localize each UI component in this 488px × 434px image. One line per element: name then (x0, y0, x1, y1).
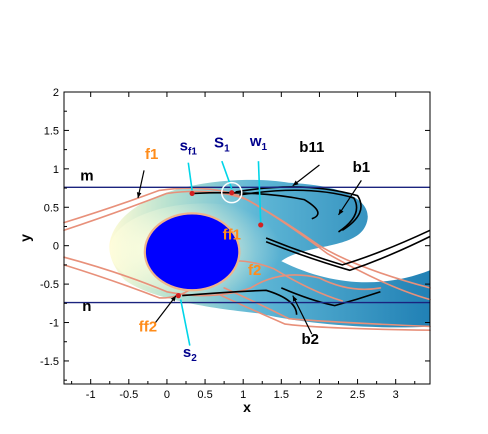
point-sf1 (189, 190, 195, 197)
x-axis-label: x (243, 399, 251, 415)
arrow-head (338, 209, 344, 215)
leader-line (221, 160, 233, 190)
y-tick-label: 1 (53, 164, 59, 176)
x-tick-label: 2.5 (350, 389, 365, 401)
label-sf1: sf1 (180, 137, 198, 157)
label-subscript: 1 (261, 142, 267, 153)
x-tick-label: -1 (86, 389, 96, 401)
annotation-arrow (337, 180, 362, 216)
label-main: n (82, 298, 91, 315)
label-main: b2 (302, 331, 320, 348)
y-tick-label: -0.5 (40, 279, 59, 291)
label-main: S (214, 134, 224, 151)
label-f1: f1 (145, 146, 158, 163)
saddle-circle (221, 181, 243, 204)
vortex-line (265, 229, 431, 266)
y-tick-label: 2 (53, 87, 59, 99)
x-tick-label: 1 (240, 389, 246, 401)
point-s1 (229, 190, 235, 196)
shear-streak (63, 187, 431, 301)
label-b1: b1 (353, 159, 371, 176)
vortex-line (265, 235, 431, 272)
leader-line (187, 162, 193, 191)
annotation-arrow (155, 295, 177, 323)
annotation-arrow (292, 164, 320, 187)
label-main: w (249, 133, 262, 150)
arrow-head (292, 180, 299, 186)
plot-frame (63, 91, 431, 385)
vortex-line (280, 287, 381, 307)
label-main: b1 (353, 159, 371, 176)
label-main: b11 (299, 139, 324, 156)
label-main: s (180, 137, 188, 154)
x-tick-label: -0.5 (119, 389, 138, 401)
x-tick-label: 0 (164, 389, 170, 401)
shear-streak (223, 287, 431, 328)
y-tick-label: -1 (49, 318, 59, 330)
cylinder-body (143, 212, 241, 292)
x-tick-label: 3 (393, 389, 399, 401)
leader-line (179, 299, 191, 346)
vortex-line (239, 189, 358, 233)
vortex-line (193, 191, 319, 220)
shear-streak (63, 256, 382, 297)
point-s2 (175, 293, 181, 299)
label-s1: S1 (214, 134, 230, 154)
arrow-head (136, 192, 142, 199)
label-m: m (80, 167, 93, 184)
label-subscript: 1 (224, 143, 230, 154)
label-n: n (82, 298, 91, 315)
x-tick-label: 2 (316, 389, 322, 401)
label-b2: b2 (302, 331, 320, 348)
arrow-head (292, 295, 298, 302)
x-tick-label: 0.5 (197, 389, 212, 401)
point-w1 (258, 222, 264, 228)
label-main: m (80, 167, 93, 184)
label-w1: w1 (249, 133, 268, 153)
label-b11: b11 (299, 139, 324, 156)
label-ff2: ff2 (139, 319, 157, 336)
label-main: f1 (145, 146, 158, 163)
label-f2: f2 (248, 262, 261, 279)
axes: -1 -0.5 0 0.5 1 1.5 2 2.5 3 2 1.5 1 0.5 0 -0.5 -1 -1.5 (40, 87, 431, 401)
y-tick-label: 0 (53, 241, 59, 253)
y-tick-label: 0.5 (44, 202, 59, 214)
label-main: f2 (248, 262, 261, 279)
shear-streak (215, 292, 431, 331)
x-tick-label: 1.5 (274, 389, 289, 401)
leader-line (257, 161, 262, 223)
label-s2: s2 (183, 344, 197, 364)
vortex-line (182, 289, 298, 315)
label-main: ff2 (139, 319, 157, 336)
y-axis-label: y (17, 234, 33, 242)
arrow-head (170, 295, 177, 302)
label-ff1: ff1 (223, 227, 241, 244)
y-tick-label: 1.5 (44, 125, 59, 137)
chart-marks (63, 160, 431, 346)
label-subscript: 2 (191, 353, 197, 364)
label-subscript: f1 (188, 146, 197, 157)
y-tick-label: -1.5 (40, 356, 59, 368)
annotation-arrow (292, 295, 313, 335)
label-main: ff1 (223, 227, 241, 244)
label-main: s (183, 344, 191, 361)
